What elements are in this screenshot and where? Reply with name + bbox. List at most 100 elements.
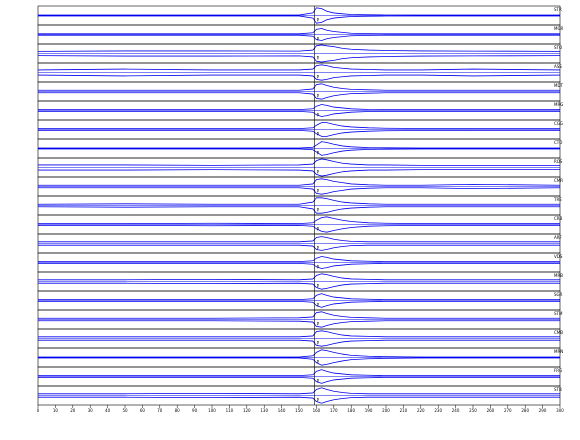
x-tick-label: 190 <box>365 408 373 413</box>
pick-label: P <box>317 132 320 137</box>
x-tick-label: 90 <box>192 408 198 413</box>
trace-envelope-lower <box>38 169 560 177</box>
trace-envelope-lower <box>37 74 561 81</box>
x-tick-label: 280 <box>521 408 529 413</box>
pick-label: P <box>317 246 320 251</box>
station-label: STO <box>554 45 562 50</box>
x-tick-label: 150 <box>295 408 303 413</box>
x-tick-label: 30 <box>88 408 94 413</box>
x-tick-label: 250 <box>469 408 477 413</box>
x-tick-label: 160 <box>313 408 321 413</box>
pick-label: P <box>317 37 320 42</box>
trace-envelope-lower <box>38 224 560 233</box>
trace-envelope-lower <box>38 92 560 100</box>
pick-label: P <box>317 189 320 194</box>
station-label: CTO <box>554 140 562 145</box>
trace-envelope-lower <box>38 148 560 156</box>
x-tick-label: 110 <box>226 408 234 413</box>
trace-envelope-upper <box>38 216 560 225</box>
station-label: ASS <box>554 64 562 69</box>
pick-label: P <box>317 227 320 232</box>
x-tick-label: 100 <box>208 408 216 413</box>
trace-envelope-upper <box>38 236 560 243</box>
station-label: CRB <box>554 216 563 221</box>
x-tick-label: 180 <box>347 408 355 413</box>
pick-label: P <box>317 322 320 327</box>
trace-envelope-upper <box>38 83 560 91</box>
trace-envelope-lower <box>38 187 561 195</box>
station-label: STB <box>554 387 562 392</box>
x-tick-label: 220 <box>417 408 425 413</box>
station-label: TRE <box>553 197 562 202</box>
station-label: CMR <box>554 178 563 183</box>
trace-envelope-upper <box>38 7 560 16</box>
pick-label: P <box>317 208 320 213</box>
trace-envelope-lower <box>38 244 560 251</box>
station-label: MRN <box>554 349 563 354</box>
x-tick-label: 170 <box>330 408 338 413</box>
x-tick-label: 270 <box>504 408 512 413</box>
trace-envelope-lower <box>38 376 560 384</box>
trace-envelope-upper <box>38 349 560 358</box>
trace-envelope-upper <box>37 44 561 52</box>
pick-label: P <box>317 113 320 118</box>
trace-envelope-lower <box>37 55 561 63</box>
trace-envelope-upper <box>38 141 560 149</box>
x-tick-label: 300 <box>556 408 564 413</box>
pick-label: P <box>317 170 320 175</box>
station-label: ARF <box>554 235 563 240</box>
pick-label: P <box>317 75 320 80</box>
trace-envelope-upper <box>38 104 560 111</box>
trace-envelope-upper <box>38 178 561 186</box>
x-tick-label: 20 <box>70 408 76 413</box>
station-label: MRG <box>554 102 563 107</box>
trace-envelope-lower <box>38 396 560 404</box>
trace-envelope-upper <box>38 330 560 338</box>
x-tick-label: 130 <box>260 408 268 413</box>
pick-label: P <box>317 56 320 61</box>
station-label: MGR <box>554 26 564 31</box>
trace-envelope-upper <box>38 293 560 301</box>
x-tick-label: 290 <box>539 408 547 413</box>
trace-envelope-lower <box>38 357 560 366</box>
trace-envelope-upper <box>38 387 560 395</box>
x-tick-label: 240 <box>452 408 460 413</box>
trace-envelope-lower <box>38 15 560 24</box>
pick-label: P <box>317 151 320 156</box>
x-tick-label: 40 <box>105 408 111 413</box>
station-label: SGR <box>554 292 563 297</box>
trace-envelope-lower <box>38 34 560 41</box>
pick-label: P <box>317 284 320 289</box>
station-label: FRG <box>554 368 562 373</box>
trace-envelope-upper <box>38 273 560 281</box>
trace-envelope-upper <box>37 64 561 71</box>
trace-envelope-upper <box>38 311 560 319</box>
x-tick-label: 260 <box>487 408 495 413</box>
x-tick-label: 80 <box>175 408 181 413</box>
pick-label: P <box>317 379 320 384</box>
x-tick-label: 120 <box>243 408 251 413</box>
station-label: CMB <box>554 330 563 335</box>
trace-envelope-lower <box>38 129 560 137</box>
x-tick-label: 10 <box>53 408 59 413</box>
trace-envelope-lower <box>38 282 560 290</box>
station-label: STR <box>554 7 562 12</box>
x-tick-label: 70 <box>157 408 163 413</box>
trace-envelope-upper <box>38 158 560 166</box>
trace-envelope-lower <box>38 110 560 117</box>
trace-envelope-upper <box>38 369 560 377</box>
x-tick-label: 210 <box>400 408 408 413</box>
trace-envelope-upper <box>38 122 560 130</box>
pick-label: P <box>317 398 320 403</box>
trace-envelope-lower <box>38 339 560 347</box>
trace-envelope-lower <box>38 300 560 308</box>
station-label: VDS <box>554 254 563 259</box>
pick-label: P <box>317 341 320 346</box>
pick-label: P <box>317 18 320 23</box>
pick-label: P <box>317 94 320 99</box>
station-label: CGG <box>554 121 563 126</box>
x-tick-label: 140 <box>278 408 286 413</box>
trace-envelope-upper <box>38 256 560 263</box>
trace-envelope-upper <box>37 197 560 205</box>
